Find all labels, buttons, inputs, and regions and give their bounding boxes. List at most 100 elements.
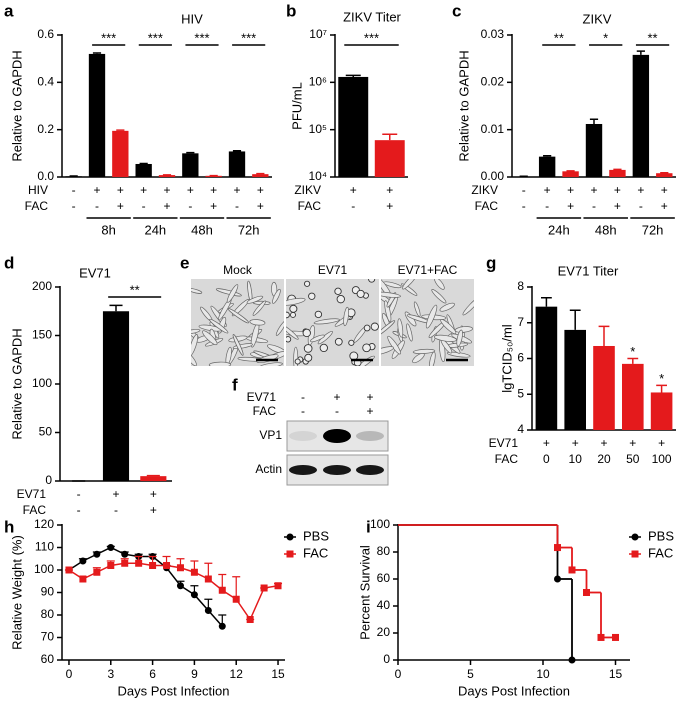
error-bar <box>569 309 581 330</box>
chart-title: ZIKV <box>583 11 612 26</box>
condition-mark: + <box>661 183 668 197</box>
group-label: 72h <box>238 222 260 237</box>
marker <box>79 557 87 565</box>
cell <box>303 280 311 287</box>
marker <box>79 575 87 583</box>
blot-row-label: VP1 <box>259 428 282 442</box>
x-tick-label: 10 <box>536 667 550 681</box>
x-tick-label: 15 <box>609 667 623 681</box>
condition-mark: + <box>117 183 124 197</box>
panel-letter: c <box>452 1 461 20</box>
y-tick-label: 20 <box>377 625 391 639</box>
panel-letter: g <box>486 253 496 272</box>
y-tick-label: 4 <box>517 422 524 436</box>
y-axis-label: Relative to GAPDH <box>456 50 471 161</box>
y-tick-label: 10⁷ <box>309 27 327 41</box>
legend-marker <box>286 550 294 558</box>
marker <box>121 550 129 558</box>
y-tick-label: 80 <box>41 607 55 621</box>
cell <box>302 328 311 338</box>
marker <box>246 616 254 623</box>
bar <box>622 363 644 430</box>
condition-mark: 10 <box>569 452 583 466</box>
cell <box>431 289 447 304</box>
bar <box>564 329 586 430</box>
condition-mark: + <box>257 183 264 197</box>
y-tick-label: 120 <box>34 517 54 531</box>
cell <box>348 339 355 346</box>
panel-letter: i <box>366 517 371 536</box>
error-bar <box>186 151 195 154</box>
y-tick-label: 100 <box>34 562 54 576</box>
error-bar <box>382 133 398 141</box>
legend-label: FAC <box>648 545 673 560</box>
y-tick-label: 0.01 <box>481 122 505 136</box>
y-axis-label: Relative to GAPDH <box>9 328 24 439</box>
significance-label: * <box>603 30 608 45</box>
condition-mark: - <box>77 503 81 517</box>
marker <box>204 607 212 614</box>
error-bar <box>656 384 667 393</box>
panel-letter: e <box>180 253 189 272</box>
x-axis-label: Days Post Infection <box>118 683 230 698</box>
error-bar <box>232 576 241 600</box>
y-tick-label: 50 <box>39 425 53 439</box>
condition-mark: 20 <box>597 452 611 466</box>
image-background <box>191 279 284 366</box>
y-tick-label: 0.2 <box>37 122 54 136</box>
y-axis-label: PFU/mL <box>289 82 304 130</box>
x-tick-label: 12 <box>230 667 244 681</box>
y-tick-label: 7 <box>517 315 524 329</box>
blot-band <box>356 431 384 441</box>
condition-name: FAC <box>495 452 519 466</box>
y-tick-label: 8 <box>517 279 524 293</box>
marker <box>176 564 184 572</box>
marker <box>554 544 561 552</box>
y-tick-label: 90 <box>41 585 55 599</box>
cell <box>249 319 266 326</box>
y-axis-label: Relative to GAPDH <box>9 50 24 161</box>
y-tick-label: 0.03 <box>481 27 505 41</box>
marker <box>568 566 576 574</box>
cell <box>402 279 417 290</box>
condition-mark: - <box>235 199 239 213</box>
condition-mark: - <box>522 183 526 197</box>
image-label: Mock <box>223 263 253 277</box>
bar <box>252 174 269 177</box>
condition-mark: + <box>590 183 597 197</box>
micrograph <box>286 279 379 366</box>
legend-marker <box>631 533 639 541</box>
significance-label: *** <box>101 30 116 45</box>
image-label: EV71 <box>318 263 348 277</box>
condition-mark: + <box>572 436 579 450</box>
cell <box>246 295 264 304</box>
error-bar <box>636 50 645 55</box>
condition-mark: - <box>142 199 146 213</box>
image-label: EV71+FAC <box>398 263 458 277</box>
condition-mark: + <box>614 199 621 213</box>
y-axis-label: Relative Weight (%) <box>9 535 24 650</box>
cell <box>412 348 436 354</box>
marker <box>583 589 590 596</box>
condition-mark: + <box>637 183 644 197</box>
condition-mark: + <box>350 183 357 197</box>
significance-label: ** <box>130 282 140 297</box>
cell <box>314 310 323 319</box>
bar <box>140 476 167 481</box>
condition-mark: + <box>386 199 393 213</box>
y-tick-label: 10⁵ <box>309 122 327 136</box>
bar <box>656 173 673 177</box>
y-tick-label: 70 <box>41 630 55 644</box>
group-label: 72h <box>642 222 664 237</box>
chart-title: ZIKV Titer <box>343 9 401 24</box>
cell <box>381 346 394 356</box>
cell <box>462 296 474 316</box>
condition-mark: + <box>210 199 217 213</box>
cell <box>368 279 376 283</box>
cell <box>286 297 306 306</box>
x-tick-label: 0 <box>395 667 402 681</box>
significance-label: *** <box>194 30 209 45</box>
bar <box>102 311 130 481</box>
y-tick-label: 10⁶ <box>309 75 327 89</box>
